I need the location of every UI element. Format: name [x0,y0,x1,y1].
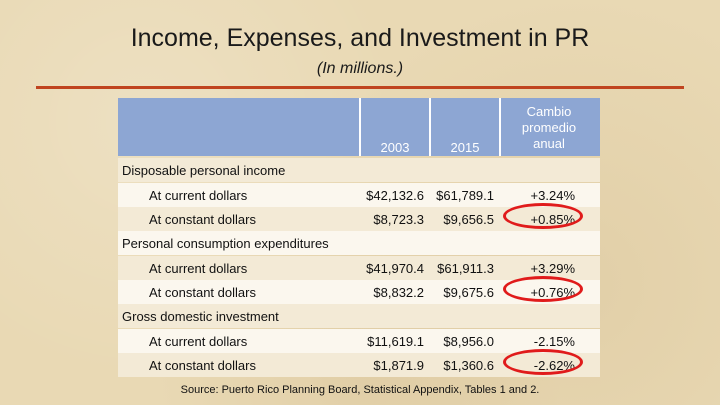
header-divider [359,98,361,156]
value-2015: $61,911.3 [437,261,494,276]
value-2015: $9,656.5 [443,212,494,227]
section-label: Disposable personal income [122,163,286,178]
highlight-ellipse [503,276,583,302]
value-2015: $61,789.1 [436,188,494,203]
value-change: -2.15% [533,334,575,349]
source-note: Source: Puerto Rico Planning Board, Stat… [180,384,540,396]
slide-title: Income, Expenses, and Investment in PR [130,24,590,52]
section-label: Personal consumption expenditures [122,236,329,251]
value-2003: $8,832.2 [373,285,424,300]
table-row [118,183,600,207]
section-band [118,158,600,182]
row-label: At current dollars [149,334,248,349]
table-row [118,329,600,353]
header-divider [499,98,501,156]
data-table: 2003 2015 Cambio promedio anual Disposab… [118,98,600,380]
value-2003: $1,871.9 [373,358,424,373]
value-2003: $42,132.6 [366,188,424,203]
highlight-ellipse [503,203,583,229]
row-label: At constant dollars [149,358,256,373]
value-2015: $9,675.6 [443,285,494,300]
row-label: At constant dollars [149,285,256,300]
section-band [118,304,600,328]
row-label: At constant dollars [149,212,256,227]
section-band [118,231,600,255]
header-2015: 2015 [450,140,480,155]
header-divider [429,98,431,156]
title-divider [36,86,684,89]
header-2003: 2003 [380,140,410,155]
row-label: At current dollars [149,261,248,276]
value-2015: $1,360.6 [443,358,494,373]
section-label: Gross domestic investment [122,309,279,324]
highlight-ellipse [503,349,583,375]
value-change: +3.29% [530,261,575,276]
row-label: At current dollars [149,188,248,203]
value-change: +3.24% [530,188,575,203]
table-row [118,256,600,280]
value-2015: $8,956.0 [443,334,494,349]
value-2003: $11,619.1 [367,334,424,349]
header-change: Cambio promedio anual [521,104,577,151]
slide-subtitle: (In millions.) [316,60,404,77]
value-2003: $8,723.3 [373,212,424,227]
value-2003: $41,970.4 [366,261,424,276]
